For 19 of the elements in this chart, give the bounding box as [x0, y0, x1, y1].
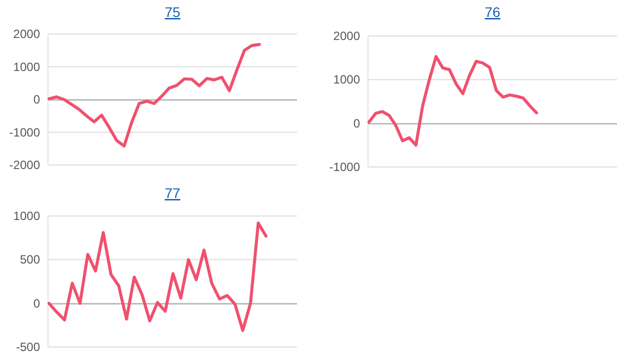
y-tick-label: -1000 — [9, 125, 40, 140]
y-tick-label: 2000 — [13, 27, 40, 41]
y-tick-label: -2000 — [9, 158, 40, 172]
y-tick-label: 0 — [33, 92, 40, 106]
y-tick-label: -500 — [16, 340, 40, 354]
y-tick-label: 1000 — [13, 60, 40, 74]
y-tick-label: 2000 — [333, 29, 360, 43]
y-tick-label: 500 — [20, 252, 40, 267]
line-series — [368, 55, 538, 147]
y-tick-label: 0 — [33, 296, 40, 310]
chart-title: 76 — [484, 4, 500, 20]
line-series — [48, 42, 261, 148]
chart-title: 75 — [164, 4, 180, 20]
y-tick-label: 1000 — [13, 209, 40, 223]
chart-title: 77 — [164, 185, 180, 201]
y-tick-label: 1000 — [333, 72, 360, 87]
y-tick-label: 0 — [353, 116, 360, 130]
y-tick-label: -1000 — [329, 160, 360, 174]
line-series — [48, 221, 268, 332]
